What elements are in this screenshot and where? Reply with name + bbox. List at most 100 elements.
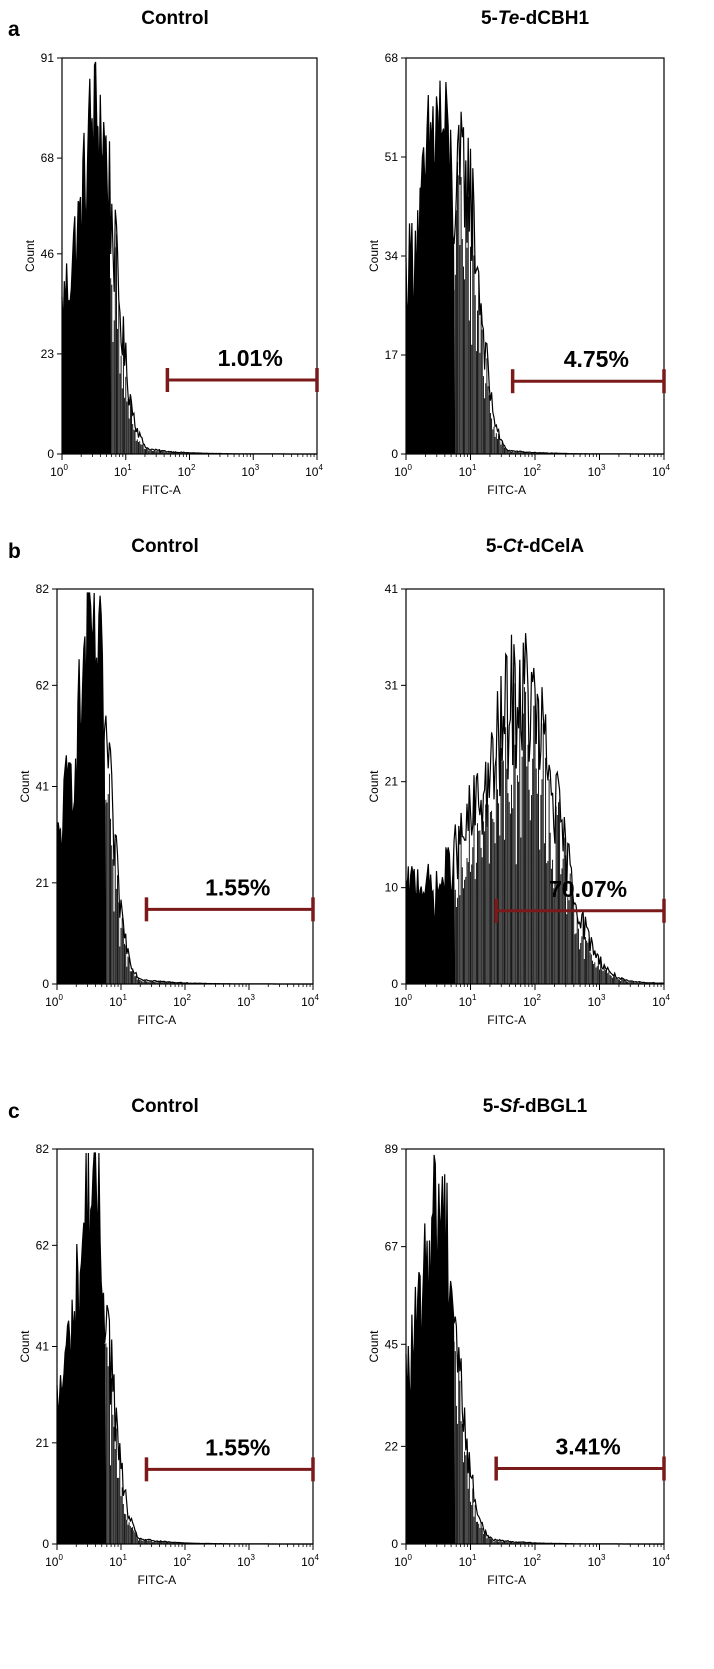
- y-axis-label: Count: [367, 770, 381, 803]
- title-suffix: -dCBH1: [519, 8, 590, 29]
- y-axis-label: Count: [367, 239, 381, 272]
- x-tick-label: 102: [173, 993, 191, 1009]
- title-suffix: -dBGL1: [518, 1096, 588, 1117]
- plot-frame: [56, 1148, 314, 1545]
- gate-percentage-label: 3.41%: [555, 1434, 620, 1460]
- plot-frame: [405, 57, 665, 455]
- plot-title: Control: [131, 536, 199, 557]
- y-tick-label: 41: [36, 1340, 50, 1354]
- x-tick-label: 104: [652, 1553, 670, 1569]
- x-tick-label: 102: [178, 463, 196, 479]
- y-tick-label: 0: [391, 1537, 398, 1551]
- y-tick-label: 82: [36, 582, 50, 596]
- title-prefix: 5-: [480, 8, 498, 29]
- x-tick-label: 103: [588, 463, 606, 479]
- histogram-outline: [56, 592, 313, 985]
- x-tick-label: 103: [237, 993, 255, 1009]
- histogram-spikes: [61, 74, 285, 454]
- y-tick-label: 22: [385, 1439, 399, 1453]
- y-tick-label: 62: [36, 1238, 50, 1252]
- y-tick-label: 82: [36, 1142, 50, 1156]
- y-tick-label: 21: [385, 775, 399, 789]
- y-tick-label: 41: [385, 582, 399, 596]
- x-tick-label: 100: [45, 1553, 63, 1569]
- x-tick-label: 100: [50, 463, 68, 479]
- x-tick-label: 103: [588, 1553, 606, 1569]
- y-tick-label: 0: [42, 1537, 49, 1551]
- title-prefix: 5-: [485, 536, 503, 557]
- plot-title: Control: [141, 8, 209, 29]
- y-tick-label: 10: [385, 881, 399, 895]
- y-tick-label: 62: [36, 678, 50, 692]
- x-tick-label: 103: [237, 1553, 255, 1569]
- x-axis-label: FITC-A: [138, 1013, 177, 1027]
- gate-percentage-label: 70.07%: [549, 876, 627, 902]
- y-tick-label: 21: [36, 1436, 50, 1450]
- x-tick-label: 103: [588, 993, 606, 1009]
- histogram-spikes: [405, 121, 633, 454]
- histogram-spikes: [56, 1162, 273, 1544]
- y-tick-label: 0: [391, 977, 398, 991]
- gate-percentage-label: 1.55%: [205, 1434, 270, 1460]
- y-axis-label: Count: [367, 1330, 381, 1363]
- x-axis-label: FITC-A: [142, 483, 181, 497]
- y-tick-label: 68: [385, 51, 399, 65]
- plot-frame: [405, 1148, 665, 1545]
- x-tick-label: 104: [652, 993, 670, 1009]
- y-tick-label: 45: [385, 1337, 399, 1351]
- y-tick-label: 34: [385, 249, 399, 263]
- histogram-outline: [61, 61, 317, 455]
- y-tick-label: 17: [385, 348, 399, 362]
- plot-frame: [56, 588, 314, 985]
- title-italic: Te: [497, 8, 520, 29]
- x-tick-label: 101: [459, 463, 477, 479]
- panel-letter-b: b: [8, 540, 21, 563]
- x-axis-label: FITC-A: [487, 1013, 526, 1027]
- histogram-fill: [62, 62, 111, 454]
- x-tick-label: 104: [301, 1553, 319, 1569]
- histogram-outline: [405, 633, 664, 984]
- panel-letter-a: a: [8, 18, 20, 41]
- histogram-fill: [406, 80, 456, 454]
- y-tick-label: 23: [41, 347, 55, 361]
- title-prefix: 5-: [482, 1096, 500, 1117]
- panel-letter-c: c: [8, 1100, 20, 1123]
- y-tick-label: 0: [42, 977, 49, 991]
- plot-frame: [405, 588, 665, 985]
- y-tick-label: 41: [36, 780, 50, 794]
- histogram-outline: [405, 1154, 664, 1545]
- histogram-spikes: [405, 1218, 622, 1544]
- x-tick-label: 102: [523, 1553, 541, 1569]
- x-tick-label: 104: [305, 463, 323, 479]
- x-tick-label: 100: [45, 993, 63, 1009]
- y-tick-label: 0: [391, 447, 398, 461]
- histogram-fill: [57, 1153, 106, 1544]
- y-tick-label: 67: [385, 1240, 399, 1254]
- histogram-outline: [56, 1152, 313, 1545]
- x-tick-label: 100: [394, 1553, 412, 1569]
- gate-percentage-label: 4.75%: [564, 346, 629, 372]
- x-tick-label: 101: [459, 1553, 477, 1569]
- x-tick-label: 101: [109, 993, 127, 1009]
- histogram-spikes: [56, 620, 272, 984]
- title-italic: Ct: [502, 536, 523, 557]
- x-tick-label: 104: [301, 993, 319, 1009]
- x-tick-label: 101: [459, 993, 477, 1009]
- x-tick-label: 101: [114, 463, 132, 479]
- gate-percentage-label: 1.01%: [218, 345, 283, 371]
- y-axis-label: Count: [23, 239, 37, 272]
- plot-title: 5-Te-dCBH1: [415, 8, 655, 30]
- title-suffix: -dCelA: [522, 536, 585, 557]
- plot-title: 5-Ct-dCelA: [415, 536, 655, 558]
- x-axis-label: FITC-A: [138, 1573, 177, 1587]
- x-tick-label: 100: [394, 463, 412, 479]
- x-tick-label: 102: [173, 1553, 191, 1569]
- histogram-fill: [406, 840, 456, 984]
- gate-percentage-label: 1.55%: [205, 874, 270, 900]
- y-tick-label: 91: [41, 51, 55, 65]
- plot-title: Control: [131, 1096, 199, 1117]
